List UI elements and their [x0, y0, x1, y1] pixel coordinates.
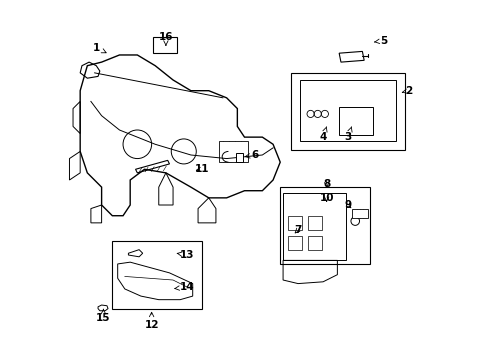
Bar: [287, 236, 302, 249]
Text: 11: 11: [194, 164, 208, 174]
Bar: [290, 73, 405, 150]
Bar: [299, 80, 395, 141]
Text: 14: 14: [174, 282, 194, 292]
Text: 16: 16: [158, 32, 173, 45]
Text: 5: 5: [374, 36, 386, 46]
Bar: [283, 193, 345, 260]
Text: 7: 7: [294, 225, 301, 235]
Bar: [287, 216, 302, 230]
Text: 3: 3: [344, 127, 351, 142]
Text: 4: 4: [319, 127, 326, 142]
Text: 9: 9: [344, 200, 351, 210]
Text: 1: 1: [92, 43, 106, 53]
Text: 8: 8: [323, 179, 329, 189]
Text: 10: 10: [319, 193, 333, 203]
Bar: [351, 208, 367, 217]
Bar: [219, 141, 247, 162]
Text: 2: 2: [402, 86, 411, 96]
Bar: [280, 187, 369, 264]
Bar: [339, 107, 372, 135]
Bar: [153, 37, 176, 53]
Text: 15: 15: [96, 309, 110, 323]
Text: 6: 6: [245, 150, 258, 160]
Bar: [112, 241, 201, 309]
Text: 12: 12: [144, 312, 159, 330]
Text: 13: 13: [177, 250, 194, 260]
Bar: [307, 236, 322, 249]
Bar: [235, 153, 242, 162]
Bar: [307, 216, 322, 230]
